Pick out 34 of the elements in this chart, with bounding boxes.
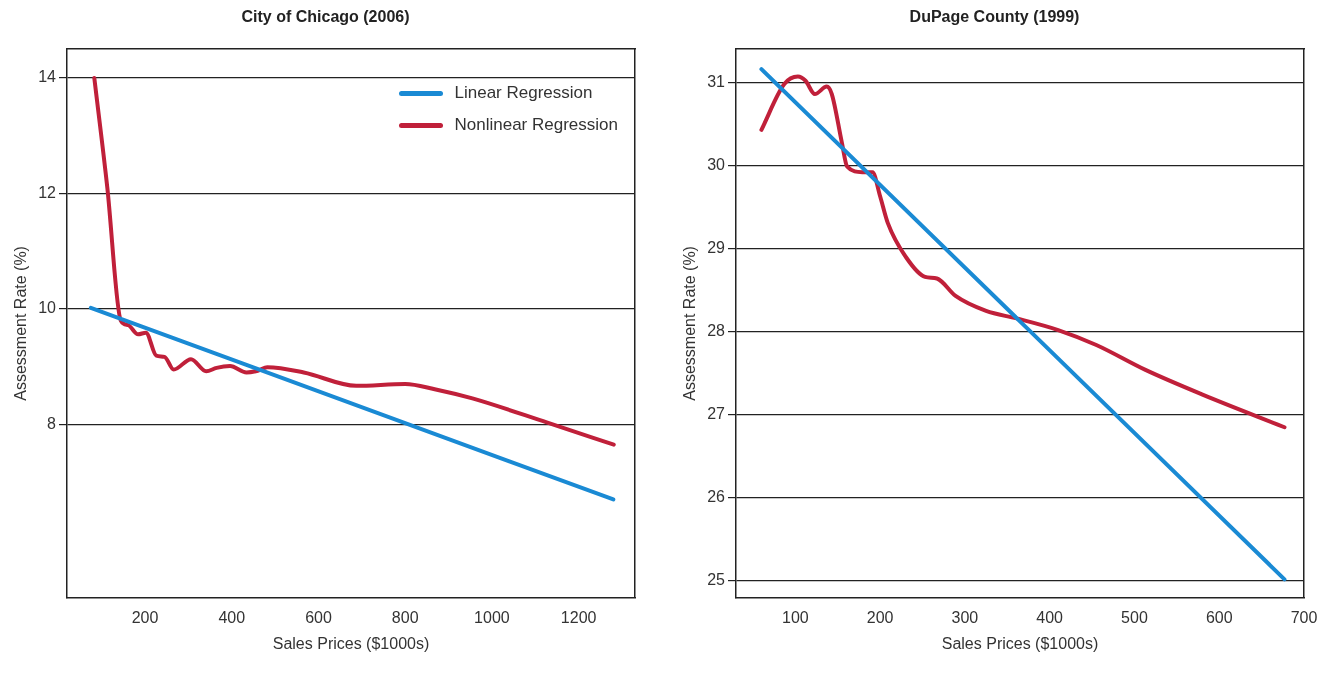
- legend-label: Linear Regression: [454, 83, 593, 103]
- x-tick-label: 700: [1290, 608, 1318, 626]
- x-axis-title: Sales Prices ($1000s): [941, 634, 1099, 652]
- x-tick-label: 1200: [560, 608, 597, 626]
- x-tick-label: 1000: [474, 608, 510, 626]
- x-tick-label: 600: [305, 608, 332, 626]
- y-tick-label: 29: [707, 239, 726, 257]
- y-tick-label: 25: [707, 571, 726, 589]
- y-tick-label: 28: [707, 322, 726, 340]
- y-tick-label: 26: [707, 488, 726, 506]
- y-tick-label: 8: [47, 414, 57, 432]
- x-tick-label: 500: [1121, 608, 1148, 626]
- x-tick-label: 300: [951, 608, 979, 626]
- y-tick-label: 10: [38, 299, 57, 317]
- y-tick-label: 12: [38, 183, 57, 201]
- y-tick-label: 14: [38, 68, 57, 86]
- x-tick-label: 200: [131, 608, 159, 626]
- line-series: [92, 76, 616, 447]
- y-axis-title: Assessment Rate (%): [12, 246, 30, 401]
- x-axis-title: Sales Prices ($1000s): [272, 634, 430, 652]
- y-tick-label: 30: [707, 155, 726, 173]
- x-tick-label: 200: [866, 608, 894, 626]
- chart-title: DuPage County (1999): [909, 8, 1080, 26]
- x-tick-label: 100: [781, 608, 809, 626]
- y-axis-title: Assessment Rate (%): [681, 246, 699, 401]
- x-tick-label: 400: [218, 608, 246, 626]
- y-tick-label: 31: [707, 72, 726, 90]
- line-series: [759, 74, 1287, 430]
- x-tick-label: 400: [1036, 608, 1064, 626]
- chart-title: City of Chicago (2006): [241, 8, 410, 26]
- legend-label: Nonlinear Regression: [454, 115, 618, 135]
- y-tick-label: 27: [707, 405, 726, 423]
- x-tick-label: 800: [391, 608, 419, 626]
- x-tick-label: 600: [1205, 608, 1233, 626]
